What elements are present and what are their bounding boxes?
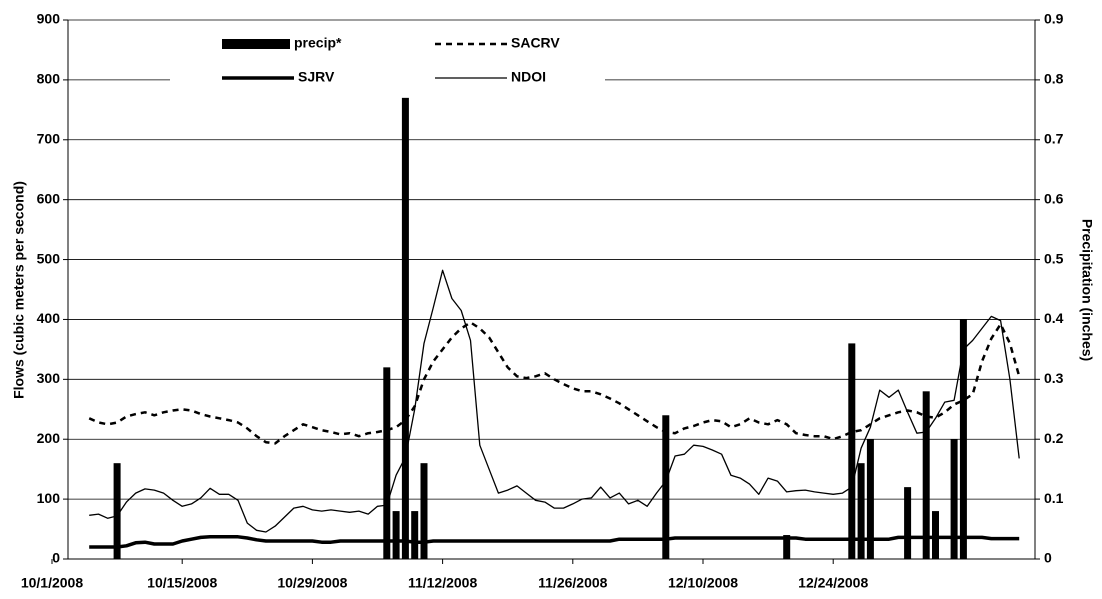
precip-bar <box>401 97 409 559</box>
y2-axis-title: Precipitation (inches) <box>1079 219 1095 361</box>
x-tick-label: 10/29/2008 <box>277 575 347 591</box>
legend-label: precip* <box>294 35 342 51</box>
legend-label: NDOI <box>511 69 546 85</box>
x-tick-label: 11/26/2008 <box>538 575 608 591</box>
precip-bar <box>922 391 930 559</box>
y-tick-label: 800 <box>37 71 61 87</box>
y2-tick-label: 0.7 <box>1044 130 1064 146</box>
precip-bar <box>959 319 967 559</box>
precip-bar <box>857 463 865 559</box>
series-line <box>89 535 1020 549</box>
y-tick-label: 0 <box>52 550 60 566</box>
x-tick-label: 10/15/2008 <box>147 575 217 591</box>
y-tick-label: 400 <box>37 310 61 326</box>
y-tick-label: 700 <box>37 130 61 146</box>
y-tick-label: 600 <box>37 190 61 206</box>
precip-bar <box>383 367 391 559</box>
precip-bar <box>932 511 939 559</box>
y2-tick-label: 0.5 <box>1044 250 1064 266</box>
y2-tick-label: 0.4 <box>1044 310 1064 326</box>
precip-bar <box>420 463 428 559</box>
y2-tick-label: 0.3 <box>1044 370 1064 386</box>
y-tick-label: 500 <box>37 250 61 266</box>
precip-bar <box>904 487 912 559</box>
legend-label: SACRV <box>511 35 560 51</box>
y-tick-label: 200 <box>37 430 61 446</box>
x-tick-label: 10/1/2008 <box>21 575 83 591</box>
y-tick-label: 100 <box>37 490 61 506</box>
legend-label: SJRV <box>298 69 335 85</box>
y2-tick-label: 0.2 <box>1044 430 1064 446</box>
precip-bar <box>113 463 121 559</box>
y-axis-title: Flows (cubic meters per second) <box>11 181 27 399</box>
series-line <box>88 321 1021 445</box>
y-tick-label: 900 <box>37 11 61 27</box>
y2-tick-label: 0.8 <box>1044 71 1064 87</box>
precip-bar <box>950 439 958 559</box>
precip-bar <box>848 343 856 559</box>
x-tick-label: 12/10/2008 <box>668 575 738 591</box>
legend-swatch <box>222 39 290 49</box>
y2-tick-label: 0.6 <box>1044 190 1064 206</box>
precip-bar <box>392 511 400 559</box>
x-tick-label: 11/12/2008 <box>408 575 478 591</box>
legend: precip* SACRV SJRV NDOI <box>170 30 605 92</box>
precip-bar <box>411 511 419 559</box>
series-line <box>89 269 1020 533</box>
precip-bar <box>866 439 874 559</box>
y-tick-label: 300 <box>37 370 61 386</box>
precip-bar <box>662 415 670 559</box>
y2-tick-label: 0.1 <box>1044 490 1064 506</box>
y2-tick-label: 0.9 <box>1044 11 1064 27</box>
x-tick-label: 12/24/2008 <box>798 575 868 591</box>
precip-bar <box>783 535 791 559</box>
y2-tick-label: 0 <box>1044 550 1052 566</box>
